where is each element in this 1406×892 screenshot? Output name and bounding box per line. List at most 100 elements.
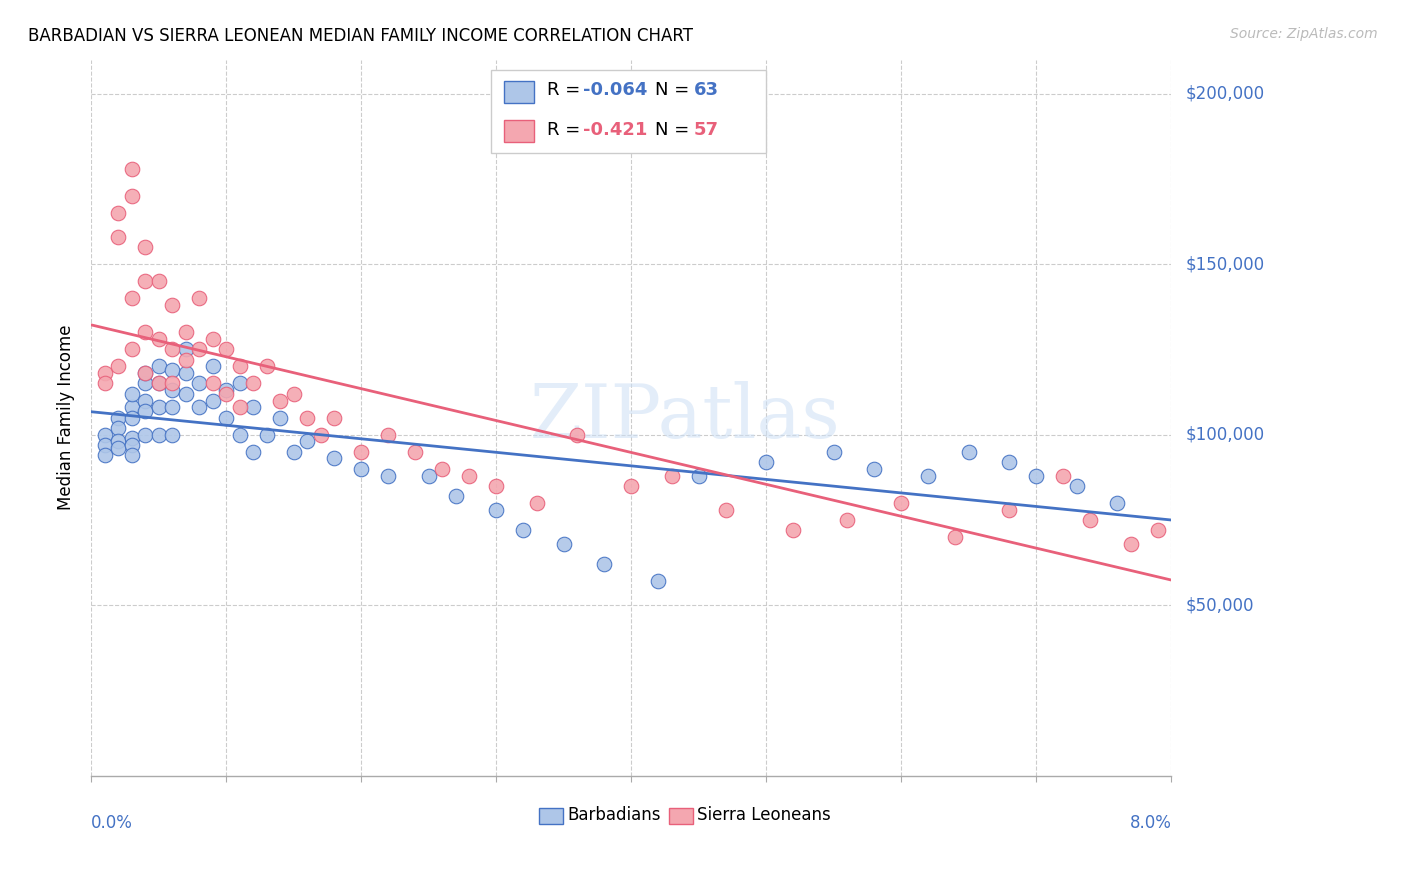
Text: $100,000: $100,000 (1185, 425, 1264, 443)
Point (242, 376, 264, 391)
Text: 8.0%: 8.0% (1129, 814, 1171, 832)
Point (121, 343, 143, 357)
Point (121, 448, 143, 462)
Point (107, 421, 129, 435)
FancyBboxPatch shape (503, 120, 534, 142)
Point (107, 434, 129, 449)
Text: 57: 57 (695, 120, 718, 139)
Point (1066, 479, 1088, 493)
Point (1174, 547, 1197, 561)
Point (215, 386, 238, 401)
Point (174, 366, 197, 380)
Point (160, 363, 183, 377)
Point (837, 513, 859, 527)
Point (160, 343, 183, 357)
Point (215, 384, 238, 398)
Point (107, 442, 129, 456)
Point (512, 523, 534, 537)
Point (93, 438, 115, 452)
Point (485, 502, 508, 516)
Point (160, 376, 183, 391)
Point (256, 359, 278, 374)
Point (620, 479, 643, 493)
Point (998, 455, 1021, 469)
Point (567, 427, 589, 442)
Point (134, 366, 156, 380)
Point (863, 461, 886, 475)
Point (121, 438, 143, 452)
Point (1147, 523, 1170, 537)
Point (418, 468, 440, 483)
Point (174, 326, 197, 340)
Point (350, 461, 373, 475)
Point (782, 523, 804, 537)
Point (593, 557, 616, 571)
Point (485, 479, 508, 493)
Point (309, 427, 332, 442)
Text: 63: 63 (695, 81, 718, 99)
Point (228, 401, 250, 415)
Point (107, 206, 129, 220)
Point (121, 386, 143, 401)
Text: R =: R = (547, 81, 586, 99)
Point (688, 468, 710, 483)
Point (121, 161, 143, 176)
Point (215, 343, 238, 357)
Point (1107, 496, 1129, 510)
Point (201, 359, 224, 374)
Point (121, 189, 143, 203)
Point (957, 444, 980, 458)
Point (134, 240, 156, 254)
Point (160, 427, 183, 442)
Point (283, 444, 305, 458)
Point (134, 427, 156, 442)
Point (1119, 537, 1142, 551)
Point (228, 376, 250, 391)
Point (148, 359, 170, 374)
Point (93, 448, 115, 462)
Text: N =: N = (655, 120, 695, 139)
Point (283, 386, 305, 401)
Point (444, 489, 467, 503)
Text: Sierra Leoneans: Sierra Leoneans (697, 805, 831, 824)
Point (148, 274, 170, 288)
Point (661, 468, 683, 483)
Point (714, 502, 737, 516)
Point (107, 230, 129, 244)
Point (174, 343, 197, 357)
Point (269, 410, 291, 425)
Point (377, 427, 399, 442)
Point (323, 451, 346, 466)
Point (201, 393, 224, 408)
Point (93, 366, 115, 380)
Point (526, 496, 548, 510)
Text: -0.421: -0.421 (582, 120, 647, 139)
Text: $200,000: $200,000 (1185, 85, 1264, 103)
Point (377, 468, 399, 483)
Point (945, 530, 967, 544)
Point (188, 376, 211, 391)
Point (107, 410, 129, 425)
Point (917, 468, 939, 483)
Point (134, 393, 156, 408)
Point (297, 434, 319, 449)
Point (242, 444, 264, 458)
Point (174, 352, 197, 367)
Point (188, 291, 211, 305)
Text: R =: R = (547, 120, 586, 139)
Point (647, 574, 669, 589)
Point (160, 384, 183, 398)
FancyBboxPatch shape (540, 808, 564, 824)
Point (1025, 468, 1047, 483)
Text: $50,000: $50,000 (1185, 596, 1254, 614)
Text: -0.064: -0.064 (582, 81, 647, 99)
Point (404, 444, 426, 458)
Point (201, 376, 224, 391)
Point (107, 359, 129, 374)
Point (160, 401, 183, 415)
Point (148, 332, 170, 346)
Point (174, 386, 197, 401)
Text: BARBADIAN VS SIERRA LEONEAN MEDIAN FAMILY INCOME CORRELATION CHART: BARBADIAN VS SIERRA LEONEAN MEDIAN FAMIL… (28, 27, 693, 45)
Text: N =: N = (655, 81, 695, 99)
Point (121, 291, 143, 305)
